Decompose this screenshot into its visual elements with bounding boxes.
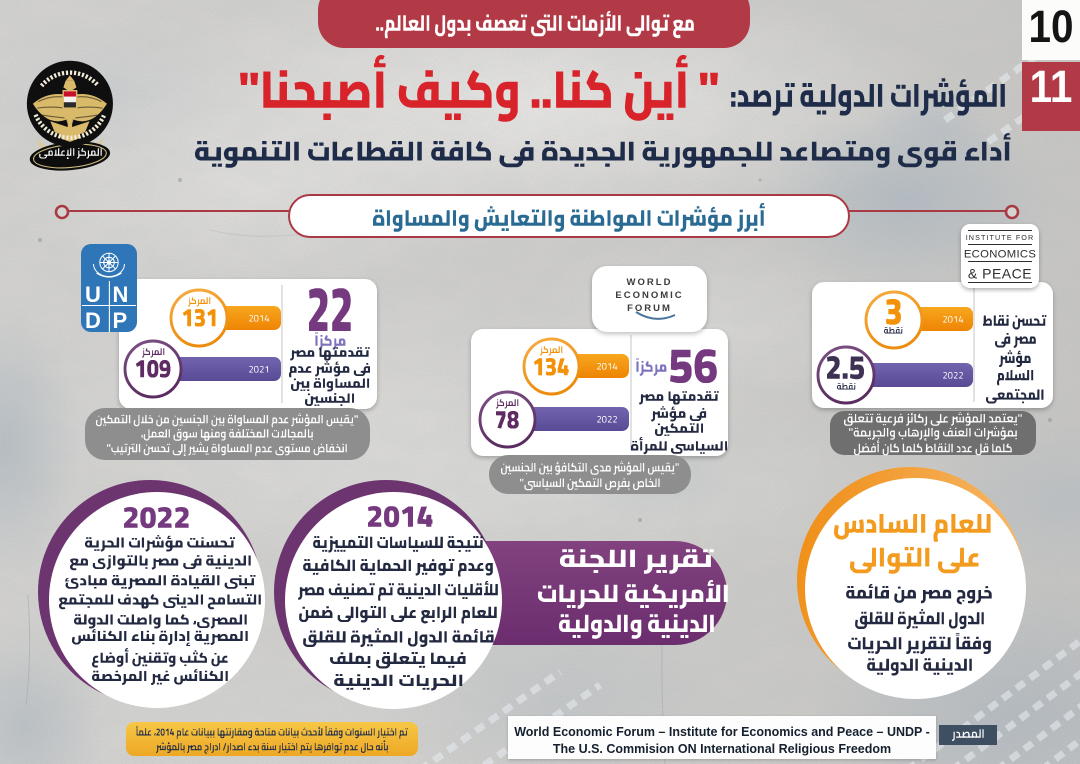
- svg-text:P: P: [113, 308, 128, 332]
- svg-text:INSTITUTE FOR: INSTITUTE FOR: [966, 233, 1035, 242]
- svg-text:& PEACE: & PEACE: [968, 266, 1032, 282]
- svg-text:D: D: [85, 308, 101, 332]
- svg-text:N: N: [113, 282, 129, 307]
- svg-text:U: U: [85, 282, 101, 307]
- svg-text:ECONOMICS: ECONOMICS: [964, 249, 1037, 261]
